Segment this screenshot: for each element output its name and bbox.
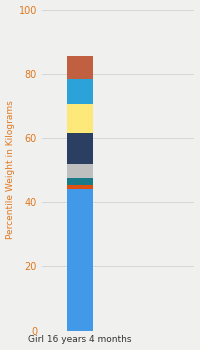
Y-axis label: Percentile Weight in Kilograms: Percentile Weight in Kilograms xyxy=(6,101,15,239)
Bar xyxy=(67,189,93,331)
Bar xyxy=(67,56,93,79)
Bar xyxy=(67,79,93,104)
Bar xyxy=(67,133,93,164)
Bar xyxy=(67,104,93,133)
Bar xyxy=(67,184,93,189)
Bar xyxy=(67,178,93,184)
Bar xyxy=(67,164,93,178)
